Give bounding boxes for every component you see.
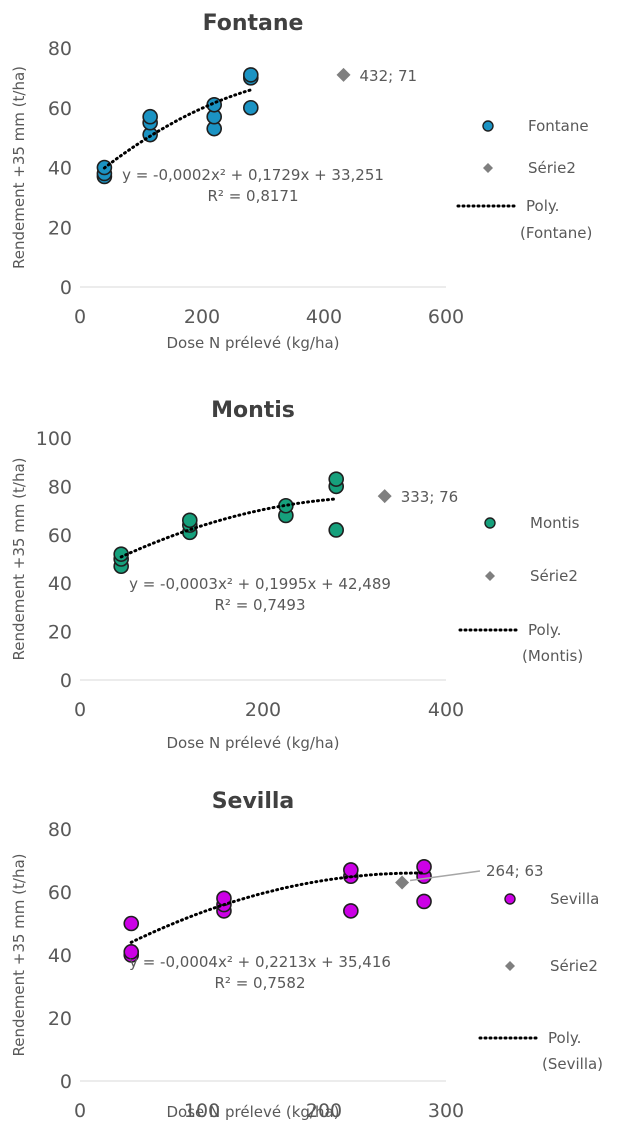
legend-marker-circle bbox=[485, 518, 495, 528]
legend-marker-diamond bbox=[485, 571, 495, 581]
legend-trendline-line1: Poly. bbox=[526, 197, 559, 215]
x-tick-label: 0 bbox=[74, 699, 86, 721]
data-point bbox=[124, 917, 138, 931]
y-tick-label: 0 bbox=[60, 1071, 72, 1093]
data-point bbox=[207, 98, 221, 112]
y-tick-label: 40 bbox=[48, 158, 72, 180]
x-tick-label: 200 bbox=[184, 306, 220, 328]
x-tick-label: 0 bbox=[74, 1100, 86, 1122]
legend-label: Montis bbox=[530, 514, 580, 532]
y-tick-label: 80 bbox=[48, 476, 72, 498]
data-point bbox=[329, 472, 343, 486]
x-axis-label: Dose N prélevé (kg/ha) bbox=[166, 334, 339, 352]
chart-montis: Montis 0 20 40 60 80 100 0 200 400 Dose N prélevé … bbox=[10, 398, 583, 752]
y-tick-label: 80 bbox=[48, 819, 72, 841]
legend-label: Fontane bbox=[528, 117, 589, 135]
x-tick-label: 200 bbox=[245, 699, 281, 721]
serie2-point bbox=[395, 876, 409, 890]
legend-label-trendline: Poly. (Fontane) bbox=[520, 197, 592, 242]
legend-label: Série2 bbox=[550, 957, 598, 975]
legend-label: Série2 bbox=[530, 567, 578, 585]
y-tick-label: 80 bbox=[48, 38, 72, 60]
legend-trendline-line2: (Sevilla) bbox=[542, 1055, 603, 1073]
legend-label-trendline: Poly. (Sevilla) bbox=[542, 1029, 603, 1073]
data-point bbox=[143, 110, 157, 124]
data-point bbox=[344, 904, 358, 918]
legend-trendline-line1: Poly. bbox=[528, 621, 561, 639]
chart-title: Montis bbox=[211, 398, 295, 423]
data-point bbox=[417, 860, 431, 874]
trendline-equation: y = -0,0004x² + 0,2213x + 35,416 bbox=[129, 953, 391, 971]
x-tick-label: 0 bbox=[74, 306, 86, 328]
y-tick-label: 0 bbox=[60, 670, 72, 692]
trendline bbox=[131, 873, 424, 942]
serie2-point bbox=[378, 489, 392, 503]
legend-label-trendline: Poly. (Montis) bbox=[522, 621, 583, 665]
data-point bbox=[244, 68, 258, 82]
y-axis-label: Rendement +35 mm (t/ha) bbox=[10, 66, 28, 269]
trendline-r2: R² = 0,8171 bbox=[207, 187, 298, 205]
trendline bbox=[121, 499, 336, 557]
legend-trendline-line2: (Montis) bbox=[522, 647, 583, 665]
data-point bbox=[279, 499, 293, 513]
legend-label: Série2 bbox=[528, 159, 576, 177]
y-tick-label: 60 bbox=[48, 525, 72, 547]
legend-trendline-line1: Poly. bbox=[548, 1029, 581, 1047]
y-tick-label: 20 bbox=[48, 622, 72, 644]
y-axis-label: Rendement +35 mm (t/ha) bbox=[10, 854, 28, 1057]
data-label: 333; 76 bbox=[401, 488, 459, 506]
data-label: 432; 71 bbox=[360, 67, 418, 85]
trendline bbox=[104, 90, 250, 168]
legend-trendline-line2: (Fontane) bbox=[520, 224, 592, 242]
serie2-point bbox=[337, 68, 351, 82]
data-point bbox=[329, 523, 343, 537]
legend-label: Sevilla bbox=[550, 890, 599, 908]
y-tick-label: 60 bbox=[48, 98, 72, 120]
legend-marker-circle bbox=[483, 121, 493, 131]
y-tick-label: 40 bbox=[48, 945, 72, 967]
legend-marker-diamond bbox=[505, 961, 515, 971]
legend-marker-diamond bbox=[483, 163, 493, 173]
data-point bbox=[417, 894, 431, 908]
chart-fontane: Fontane 0 20 40 60 80 0 200 400 600 Dose N prélevé… bbox=[10, 11, 592, 352]
y-tick-label: 20 bbox=[48, 217, 72, 239]
data-label: 264; 63 bbox=[486, 862, 544, 880]
data-point bbox=[183, 513, 197, 527]
legend-marker-circle bbox=[505, 894, 515, 904]
data-point bbox=[244, 101, 258, 115]
trendline-r2: R² = 0,7582 bbox=[214, 974, 305, 992]
x-axis-label: Dose N prélevé (kg/ha) bbox=[166, 1103, 339, 1121]
trendline-equation: y = -0,0002x² + 0,1729x + 33,251 bbox=[122, 166, 384, 184]
x-tick-label: 400 bbox=[428, 699, 464, 721]
y-tick-label: 0 bbox=[60, 277, 72, 299]
trendline-r2: R² = 0,7493 bbox=[214, 596, 305, 614]
y-tick-label: 60 bbox=[48, 882, 72, 904]
chart-title: Sevilla bbox=[212, 789, 295, 814]
x-axis-label: Dose N prélevé (kg/ha) bbox=[166, 734, 339, 752]
y-axis-label: Rendement +35 mm (t/ha) bbox=[10, 458, 28, 661]
y-tick-label: 100 bbox=[36, 428, 72, 450]
chart-title: Fontane bbox=[203, 11, 304, 36]
y-tick-label: 20 bbox=[48, 1008, 72, 1030]
y-tick-label: 40 bbox=[48, 573, 72, 595]
x-tick-label: 300 bbox=[428, 1100, 464, 1122]
trendline-equation: y = -0,0003x² + 0,1995x + 42,489 bbox=[129, 575, 391, 593]
x-tick-label: 400 bbox=[306, 306, 342, 328]
x-tick-label: 600 bbox=[428, 306, 464, 328]
